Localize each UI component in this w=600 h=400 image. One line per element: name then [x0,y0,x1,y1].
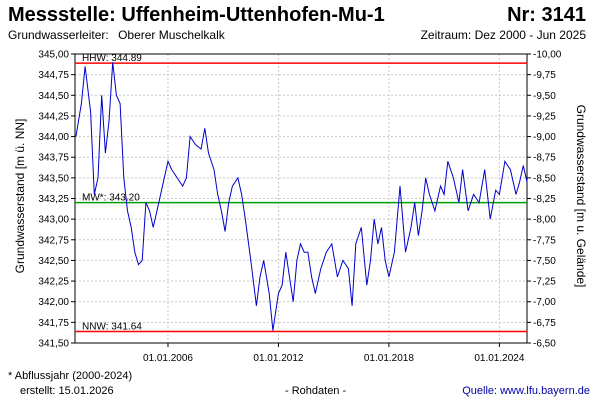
x-tick-label: 01.01.2006 [143,353,193,364]
aquifer-label: Grundwasserleiter: [8,28,109,42]
ref-label-hhw: HHW: 344.89 [82,53,142,64]
y-tick-label-left: 341,75 [38,318,69,329]
x-tick-label: 01.01.2012 [253,353,303,364]
y-tick-label-right: -6,75 [533,318,556,329]
source-link[interactable]: Quelle: www.lfu.bayern.de [462,385,590,397]
aquifer-value: Oberer Muschelkalk [118,28,225,42]
y-tick-label-left: 343,50 [38,173,69,184]
ref-label-mw: MW*: 343.20 [82,193,140,204]
data-mode: - Rohdaten - [285,385,347,397]
y-tick-label-right: -9,00 [533,132,556,143]
y-tick-label-left: 342,25 [38,277,69,288]
y-tick-label-left: 345,00 [38,50,69,61]
y-tick-label-right: -8,00 [533,215,556,226]
y-tick-label-left: 342,75 [38,235,69,246]
y-tick-label-right: -10,00 [533,50,562,61]
y-tick-label-left: 342,50 [38,256,69,267]
station-title: Messstelle: Uffenheim-Uttenhofen-Mu-1 [8,4,385,26]
y-tick-label-right: -9,25 [533,111,556,122]
y-tick-label-left: 342,00 [38,297,69,308]
y-tick-label-left: 344,25 [38,111,69,122]
y-tick-label-right: -9,50 [533,91,556,102]
aquifer-line: Grundwasserleiter: Oberer Muschelkalk [8,28,225,42]
period-label: Zeitraum: Dez 2000 - Jun 2025 [420,28,586,42]
y-tick-label-left: 343,25 [38,194,69,205]
footnote: * Abflussjahr (2000-2024) [8,370,133,382]
y-tick-label-right: -7,50 [533,256,556,267]
ref-label-nnw: NNW: 341.64 [82,321,142,332]
y-tick-label-right: -8,75 [533,153,556,164]
y-tick-label-left: 343,75 [38,153,69,164]
reference-lines: HHW: 344.89 MW*: 343.20 NNW: 341.64 [75,53,527,332]
y-tick-label-right: -7,25 [533,277,556,288]
x-axis: 01.01.2006 01.01.2012 01.01.2018 01.01.2024 [143,343,525,364]
x-tick-label: 01.01.2018 [364,353,414,364]
y-axis-label-right: Grundwasserstand [m u. Gelände] [574,105,588,288]
y-tick-label-right: -7,75 [533,235,556,246]
y-tick-label-right: -7,00 [533,297,556,308]
y-axis-left: 341,50 341,75 342,00 342,25 342,50 342,75 343,… [38,50,75,350]
series-line [75,62,528,331]
y-tick-label-right: -6,50 [533,339,556,350]
y-tick-label-right: -9,75 [533,70,556,81]
y-tick-label-left: 344,00 [38,132,69,143]
y-tick-label-left: 344,75 [38,70,69,81]
y-tick-label-left: 341,50 [38,339,69,350]
y-tick-label-right: -8,50 [533,173,556,184]
grid [75,53,527,344]
y-axis-right: -6,50 -6,75 -7,00 -7,25 -7,50 -7,75 -8,00 -8,25… [527,50,562,350]
x-tick-label: 01.01.2024 [474,353,524,364]
y-tick-label-left: 343,00 [38,215,69,226]
created-date: erstellt: 15.01.2026 [20,385,114,397]
y-axis-label-left: Grundwasserstand [m ü. NN] [13,119,27,274]
station-number: Nr: 3141 [507,4,586,26]
y-tick-label-left: 344,50 [38,91,69,102]
y-tick-label-right: -8,25 [533,194,556,205]
